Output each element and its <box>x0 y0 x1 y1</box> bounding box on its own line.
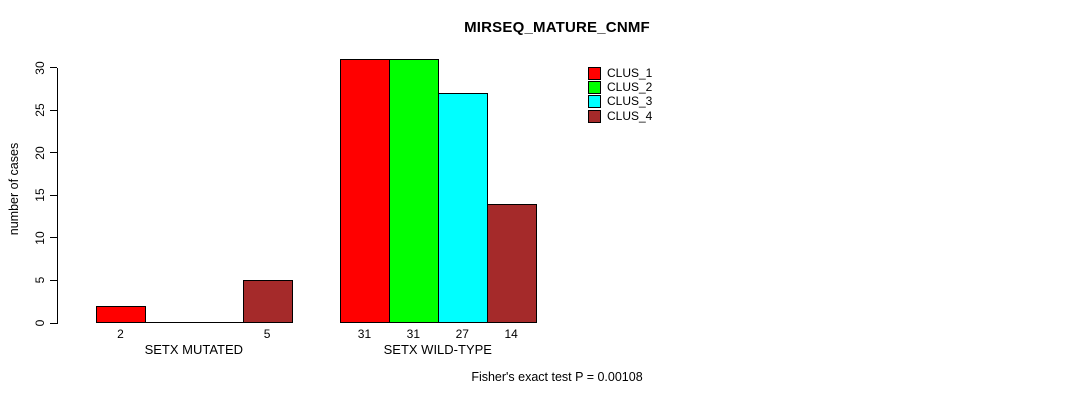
legend-label: CLUS_1 <box>607 65 653 80</box>
bar-clus_1 <box>96 305 146 323</box>
chart-title: MIRSEQ_MATURE_CNMF <box>464 19 650 36</box>
y-axis-tick <box>50 279 57 281</box>
legend-swatch-icon <box>588 81 601 95</box>
legend-label: CLUS_2 <box>607 80 653 95</box>
y-axis-tick <box>50 152 57 154</box>
y-tick-label: 5 <box>33 277 47 284</box>
bar-zero-clus_3 <box>193 322 244 323</box>
legend-item-clus_2: CLUS_2 <box>588 80 653 95</box>
y-tick-label: 10 <box>33 231 47 245</box>
y-axis-tick <box>50 194 57 196</box>
legend-item-clus_1: CLUS_1 <box>588 66 652 80</box>
y-tick-label: 15 <box>33 188 47 202</box>
y-axis-line <box>57 67 58 324</box>
x-group-label: SETX WILD-TYPE <box>383 342 492 357</box>
y-axis-tick <box>50 109 57 111</box>
legend-swatch-icon <box>588 66 601 80</box>
y-tick-label: 20 <box>33 145 47 160</box>
legend-label: CLUS_4 <box>607 108 653 123</box>
x-group-label: SETX MUTATED <box>144 342 244 357</box>
y-tick-label: 25 <box>33 103 47 117</box>
bar-clus_2 <box>388 58 439 323</box>
y-axis-tick <box>50 322 57 324</box>
bar-value-label: 31 <box>357 327 372 341</box>
bar-clus_4 <box>242 280 293 323</box>
bar-clus_3 <box>437 93 488 323</box>
y-axis-tick <box>50 237 57 239</box>
bar-value-label: 2 <box>117 327 124 341</box>
bar-zero-clus_2 <box>144 322 195 323</box>
y-tick-label: 30 <box>33 60 47 75</box>
bar-value-label: 5 <box>263 327 271 341</box>
bar-clus_4 <box>486 203 537 323</box>
bar-value-label: 27 <box>455 327 469 341</box>
y-tick-label: 0 <box>33 319 47 327</box>
legend-label: CLUS_3 <box>607 94 653 109</box>
legend-item-clus_4: CLUS_4 <box>588 109 652 123</box>
y-axis-tick <box>50 67 57 68</box>
legend: CLUS_1 CLUS_2 CLUS_3 CLUS_4 <box>588 66 652 124</box>
legend-swatch-icon <box>588 95 601 109</box>
legend-swatch-icon <box>588 109 601 123</box>
legend-item-clus_3: CLUS_3 <box>588 95 652 109</box>
bar-clus_1 <box>340 58 390 323</box>
annotation-text: Fisher's exact test P = 0.00108 <box>471 370 643 384</box>
bar-value-label: 31 <box>406 327 421 341</box>
bar-value-label: 14 <box>504 327 518 341</box>
